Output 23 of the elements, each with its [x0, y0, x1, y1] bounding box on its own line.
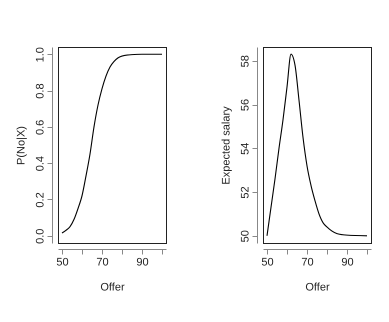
y-axis-title: Expected salary	[220, 106, 232, 185]
y-tick-label: 0.8	[34, 83, 46, 99]
x-axis-title: Offer	[305, 282, 330, 294]
x-tick-label: 70	[96, 256, 109, 268]
line-series	[61, 54, 163, 234]
x-tick-label: 50	[56, 256, 69, 268]
y-tick-label: 56	[240, 98, 252, 112]
line-series	[266, 54, 368, 236]
y-tick-label: 50	[240, 230, 252, 242]
y-tick-label: 58	[240, 55, 252, 68]
y-tick-label: 0.4	[34, 156, 46, 172]
x-tick-label: 50	[261, 256, 274, 268]
x-axis-title: Offer	[100, 282, 125, 294]
y-tick-label: 54	[240, 142, 252, 155]
y-tick-label: 1.0	[34, 47, 46, 62]
y-tick-label: 0.2	[34, 192, 46, 208]
x-tick-label: 70	[301, 256, 314, 268]
x-tick-label: 90	[136, 256, 149, 268]
x-tick-label: 90	[341, 256, 354, 268]
y-tick-label: 0.0	[34, 228, 46, 244]
y-axis-title: P(No|X)	[16, 126, 28, 165]
y-tick-label: 52	[240, 186, 252, 199]
y-tick-label: 0.6	[34, 120, 46, 135]
